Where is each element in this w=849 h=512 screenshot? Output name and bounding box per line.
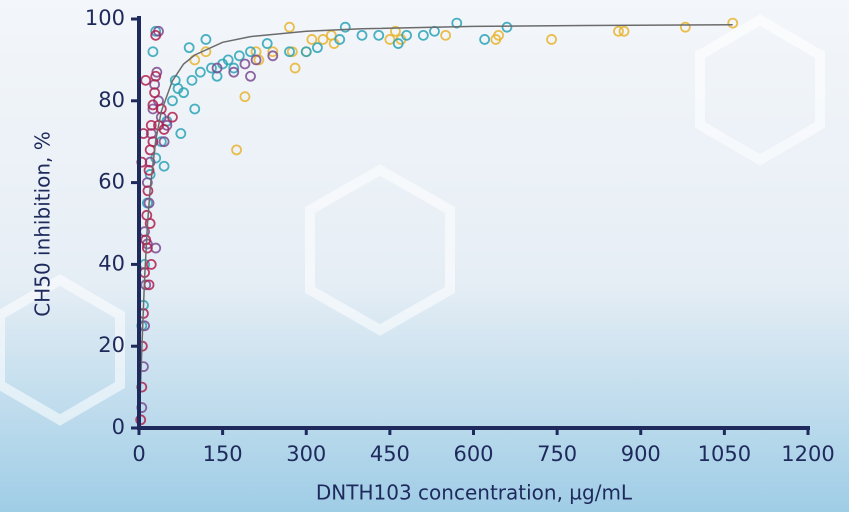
background: [0, 0, 849, 512]
y-tick-label: 20: [98, 333, 125, 357]
x-tick-label: 150: [203, 442, 243, 466]
x-tick-label: 600: [453, 442, 493, 466]
y-tick-label: 80: [98, 88, 125, 112]
y-tick-label: 100: [85, 6, 125, 30]
y-tick-label: 60: [98, 170, 125, 194]
y-tick-label: 0: [112, 415, 125, 439]
x-tick-label: 450: [370, 442, 410, 466]
y-tick-label: 40: [98, 251, 125, 275]
y-axis-label: CH50 inhibition, %: [31, 131, 55, 317]
x-axis-label: DNTH103 concentration, µg/mL: [316, 481, 633, 505]
x-tick-label: 1200: [781, 442, 834, 466]
x-tick-label: 300: [286, 442, 326, 466]
x-tick-label: 900: [621, 442, 661, 466]
chart: DNTH103 concentration, µg/mL CH50 inhibi…: [0, 0, 849, 512]
x-tick-label: 0: [132, 442, 145, 466]
x-tick-label: 750: [537, 442, 577, 466]
x-tick-label: 1050: [698, 442, 751, 466]
